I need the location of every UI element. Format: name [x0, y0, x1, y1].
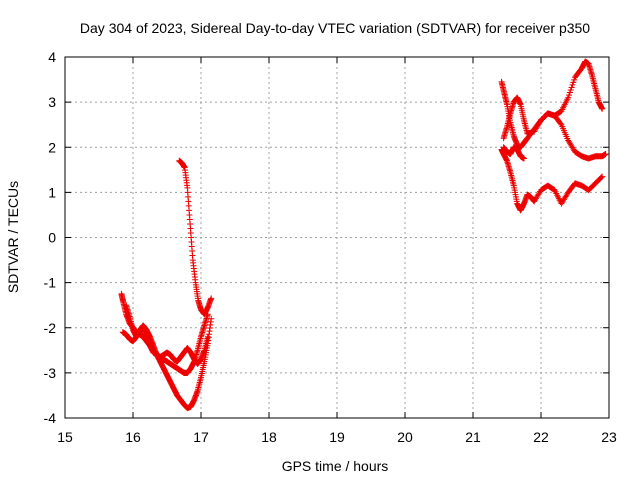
series-trace-c — [123, 302, 211, 367]
data-point — [569, 81, 576, 88]
y-tick-label: -3 — [44, 365, 57, 381]
x-tick-label: 23 — [601, 429, 617, 445]
x-tick-label: 19 — [329, 429, 345, 445]
series-trace-f — [500, 94, 609, 162]
y-tick-label: 1 — [48, 184, 56, 200]
y-axis-label: SDTVAR / TECUs — [5, 181, 21, 293]
series-trace-h — [500, 144, 527, 162]
data-point — [565, 94, 572, 101]
data-point — [570, 79, 577, 86]
y-tick-label: -2 — [44, 320, 57, 336]
data-point — [571, 76, 578, 83]
data-point — [557, 120, 564, 127]
x-tick-label: 21 — [465, 429, 481, 445]
data-point — [566, 92, 573, 99]
y-tick-label: 3 — [48, 94, 56, 110]
data-point — [598, 174, 605, 181]
y-tick-label: -1 — [44, 275, 57, 291]
y-tick-label: 0 — [48, 230, 56, 246]
data-point — [204, 333, 211, 340]
data-point — [568, 84, 575, 91]
x-tick-label: 17 — [193, 429, 209, 445]
data-point — [599, 105, 606, 112]
x-tick-label: 15 — [57, 429, 73, 445]
series-trace-d — [176, 157, 215, 318]
series-trace-g — [498, 146, 606, 214]
data-point — [599, 173, 606, 180]
data-point — [208, 315, 215, 322]
x-axis-label: GPS time / hours — [282, 458, 389, 474]
y-tick-label: 4 — [48, 49, 56, 65]
data-point — [567, 86, 574, 93]
data-point — [521, 155, 527, 162]
x-tick-label: 20 — [397, 429, 413, 445]
data-layer — [118, 58, 609, 412]
y-tick-label: -4 — [44, 410, 57, 426]
chart-title: Day 304 of 2023, Sidereal Day-to-day VTE… — [80, 20, 590, 36]
x-tick-label: 22 — [533, 429, 549, 445]
data-point — [208, 295, 215, 302]
series-trace-b — [119, 315, 215, 412]
grid-layer — [65, 57, 609, 418]
x-tick-label: 18 — [261, 429, 277, 445]
data-point — [566, 89, 573, 96]
x-tick-label: 16 — [125, 429, 141, 445]
y-tick-label: 2 — [48, 139, 56, 155]
data-point — [602, 151, 609, 158]
